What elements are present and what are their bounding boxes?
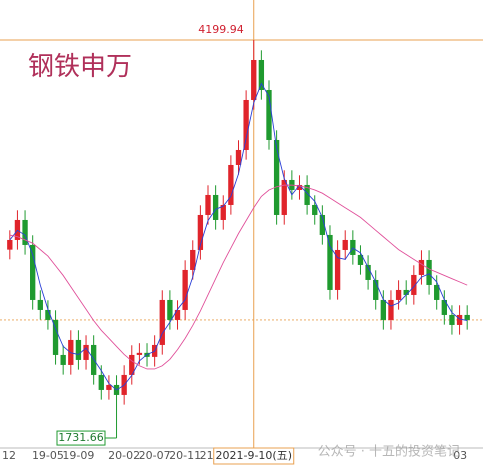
candle-body [380, 299, 387, 320]
candle-body [426, 259, 432, 285]
candle-body [319, 214, 326, 235]
candle-body [281, 179, 287, 215]
candle-body [266, 89, 272, 140]
crosshair-date: 2021-9-10(五) [215, 449, 292, 462]
x-tick-label: 20-11 [169, 449, 201, 462]
x-tick-label: 03 [453, 449, 467, 462]
candle-body [456, 314, 463, 325]
candle-body [174, 309, 181, 320]
candle-body [365, 264, 371, 280]
candle-body [403, 289, 409, 295]
x-tick-label: 19-05 [32, 449, 64, 462]
candle-body [129, 354, 135, 375]
candle-body [197, 214, 204, 250]
candle-body [60, 354, 66, 365]
candle-body [395, 289, 402, 300]
x-tick-label: 12 [2, 449, 16, 462]
crosshair-date-box [213, 447, 295, 465]
candle-body [273, 139, 280, 215]
candle-body [418, 259, 425, 275]
candle-body [106, 384, 112, 390]
x-tick-label: 20-07 [139, 449, 171, 462]
candle-body [296, 184, 303, 190]
min-label-box [56, 430, 106, 446]
ma-line [9, 184, 468, 370]
candle-body [357, 254, 364, 265]
ma-line [9, 82, 468, 391]
candle-body [334, 249, 341, 290]
candle-body [350, 239, 356, 255]
candle-body [434, 284, 440, 300]
candle-body [464, 314, 470, 320]
candle-body [388, 299, 394, 320]
candle-body [220, 204, 226, 220]
candle-body [235, 149, 242, 165]
candle-body [45, 309, 51, 320]
candle-body [243, 99, 249, 150]
candle-body [327, 234, 333, 290]
candle-body [182, 269, 188, 310]
candle-body [342, 239, 348, 250]
candle-body [205, 194, 211, 215]
candle-body [212, 194, 219, 220]
candle-body [52, 319, 59, 355]
candle-body [228, 164, 234, 205]
candle-body [411, 274, 417, 295]
x-tick-label: 20-02 [108, 449, 140, 462]
candle-body [136, 352, 143, 355]
candle-body [83, 344, 89, 360]
candle-body [190, 249, 196, 270]
candle-body [449, 314, 455, 325]
candle-body [251, 59, 257, 100]
min-label: 1731.66 [58, 431, 104, 444]
x-tick-label: 19-09 [62, 449, 94, 462]
candle-body [373, 279, 379, 300]
candle-body [30, 244, 36, 300]
candle-body [22, 219, 28, 245]
candle-body [441, 299, 447, 315]
candle-body [37, 299, 43, 310]
candle-body [7, 239, 13, 250]
candle-body [159, 299, 165, 345]
watermark: 公众号 · 十五的投资笔记 [318, 444, 460, 460]
candle-body [167, 299, 173, 320]
chart-title: 钢铁申万 [28, 52, 132, 82]
candle-body [304, 184, 310, 205]
candle-body [258, 59, 265, 90]
candle-body [312, 204, 318, 215]
candle-body [98, 374, 104, 390]
max-label: 4199.94 [198, 23, 244, 36]
candle-body [75, 339, 82, 360]
